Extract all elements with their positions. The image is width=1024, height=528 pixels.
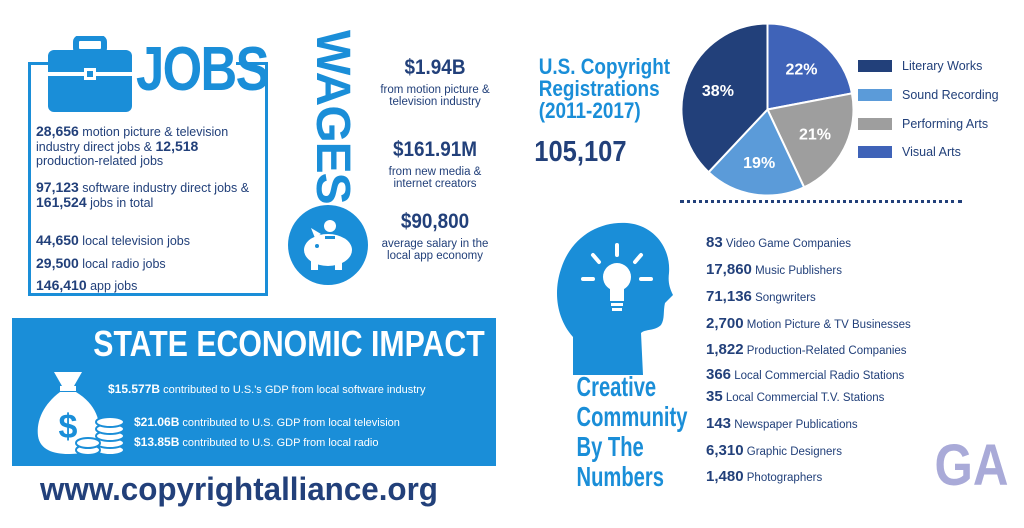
pie-data-label: 21% <box>799 127 831 144</box>
pie-data-label: 38% <box>702 83 734 100</box>
copyright-pie-chart: 22% 21% 19% 38% <box>680 22 855 197</box>
creative-stat: 83 Video Game Companies <box>706 234 851 251</box>
pie-slice-performing-arts <box>766 92 855 189</box>
creative-stat: 17,860 Music Publishers <box>706 261 843 278</box>
creative-stat: 71,136 Songwriters <box>706 288 816 305</box>
creative-stat: 2,700 Motion Picture & TV Businesses <box>706 315 911 332</box>
wage-description: average salary in the local app economy <box>381 238 489 262</box>
piggy-bank-icon <box>288 205 368 285</box>
jobs-stat: 44,650 local television jobs <box>36 232 190 248</box>
pie-data-label: 19% <box>743 155 775 172</box>
creative-stat: 366 Local Commercial Radio Stations <box>706 366 905 383</box>
jobs-panel <box>28 64 268 296</box>
wage-description: from new media & internet creators <box>388 166 482 190</box>
economic-stat: $15.577B contributed to U.S.'s GDP from … <box>108 382 426 396</box>
legend-swatch <box>858 60 892 72</box>
state-label: GA <box>934 433 1009 498</box>
legend-swatch <box>858 89 892 101</box>
copyright-title: U.S. Copyright Registrations (2011-2017) <box>538 54 671 123</box>
legend-label: Performing Arts <box>902 117 989 131</box>
jobs-panel-border <box>28 62 48 65</box>
jobs-stat: 28,656 motion picture & television indus… <box>36 123 229 168</box>
creative-stat: 1,480 Photographers <box>706 468 823 485</box>
website-url[interactable]: www.copyrightalliance.org <box>40 471 438 507</box>
money-bag-icon: $ <box>37 372 125 456</box>
wages-title: WAGES <box>306 30 359 204</box>
jobs-stat: 146,410 app jobs <box>36 277 138 293</box>
creative-community-title: Creative Community By The Numbers <box>576 371 688 492</box>
economic-stat: $21.06B contributed to U.S. GDP from loc… <box>134 415 400 429</box>
wage-value: $161.91M <box>392 138 478 161</box>
jobs-stat: 97,123 software industry direct jobs & 1… <box>36 179 250 210</box>
wage-description: from motion picture & television industr… <box>380 84 490 108</box>
copyright-total: 105,107 <box>534 136 627 168</box>
legend-swatch <box>858 118 892 130</box>
pie-slice-literary-works <box>680 22 769 174</box>
svg-text:$: $ <box>59 408 78 446</box>
dotted-divider <box>680 200 962 203</box>
wage-value: $1.94B <box>404 56 466 79</box>
pie-slice-sound-recording <box>707 107 806 197</box>
creative-stat: 35 Local Commercial T.V. Stations <box>706 388 885 405</box>
wages-title-wrap: WAGES <box>300 30 360 210</box>
economic-stat: $13.85B contributed to U.S. GDP from loc… <box>134 435 379 449</box>
creative-stat: 1,822 Production-Related Companies <box>706 341 907 358</box>
legend-label: Sound Recording <box>902 88 999 102</box>
pie-slice-visual-arts <box>766 22 854 111</box>
briefcase-icon <box>48 36 132 112</box>
legend-label: Literary Works <box>902 59 983 73</box>
jobs-title: JOBS <box>136 35 270 104</box>
legend-label: Visual Arts <box>902 145 961 159</box>
jobs-panel-border <box>236 62 268 65</box>
legend-swatch <box>858 146 892 158</box>
pie-data-label: 22% <box>785 61 817 78</box>
economic-impact-title: STATE ECONOMIC IMPACT <box>93 323 485 364</box>
creative-stat: 6,310 Graphic Designers <box>706 442 842 459</box>
lightbulb-head-icon <box>557 222 673 375</box>
wage-value: $90,800 <box>400 210 470 233</box>
creative-stat: 143 Newspaper Publications <box>706 415 858 432</box>
jobs-stat: 29,500 local radio jobs <box>36 255 166 271</box>
